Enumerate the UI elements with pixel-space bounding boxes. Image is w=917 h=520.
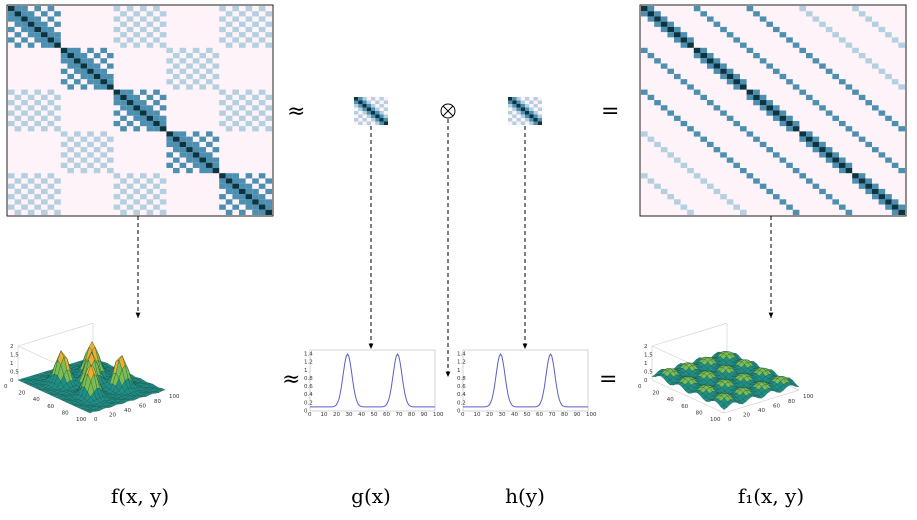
svg-text:1: 1 (10, 361, 14, 367)
svg-text:2: 2 (10, 344, 14, 350)
svg-text:40: 40 (758, 408, 765, 414)
label-f1: f₁(x, y) (738, 484, 804, 508)
svg-text:0: 0 (644, 378, 648, 384)
svg-text:10: 10 (474, 412, 481, 418)
approx-symbol-bottom: ≈ (282, 367, 300, 392)
svg-text:100: 100 (76, 417, 87, 423)
svg-text:60: 60 (383, 412, 390, 418)
svg-text:0: 0 (728, 417, 732, 423)
equals-symbol-bottom: = (599, 367, 617, 392)
svg-text:20: 20 (109, 412, 116, 418)
svg-text:0.2: 0.2 (457, 400, 466, 406)
svg-text:0: 0 (308, 412, 312, 418)
matrix-f1 (639, 4, 907, 217)
svg-text:100: 100 (586, 412, 597, 418)
svg-text:0: 0 (4, 384, 8, 390)
svg-text:30: 30 (346, 412, 353, 418)
dashed-arrows (135, 119, 774, 377)
svg-text:80: 80 (696, 410, 703, 416)
svg-text:100: 100 (433, 412, 444, 418)
svg-text:60: 60 (536, 412, 543, 418)
profile-plot-h: 0 0.2 0.4 0.6 0.8 1 1.2 1.4 0 10 20 30 40 50 60 70 80 90 1… (457, 349, 597, 418)
svg-text:0: 0 (638, 384, 642, 390)
svg-text:0: 0 (94, 417, 98, 423)
svg-text:100: 100 (803, 394, 814, 400)
svg-text:1.5: 1.5 (10, 353, 19, 359)
svg-text:2: 2 (644, 344, 648, 350)
profile-plot-g: 0 0.2 0.4 0.6 0.8 1 1.2 1.4 0 10 20 30 40 50 60 70 80 90 1… (304, 349, 444, 418)
svg-text:60: 60 (47, 404, 54, 410)
svg-text:90: 90 (421, 412, 428, 418)
svg-text:0: 0 (457, 409, 461, 415)
svg-text:80: 80 (62, 410, 69, 416)
svg-text:70: 70 (549, 412, 556, 418)
svg-text:20: 20 (486, 412, 493, 418)
svg-text:90: 90 (574, 412, 581, 418)
svg-text:0.4: 0.4 (304, 392, 313, 398)
svg-text:70: 70 (396, 412, 403, 418)
svg-text:0.5: 0.5 (644, 370, 653, 376)
svg-text:80: 80 (408, 412, 415, 418)
svg-text:10: 10 (321, 412, 328, 418)
svg-text:40: 40 (667, 397, 674, 403)
svg-text:50: 50 (524, 412, 531, 418)
svg-text:80: 80 (561, 412, 568, 418)
label-f: f(x, y) (111, 484, 169, 508)
svg-text:50: 50 (371, 412, 378, 418)
svg-text:1.5: 1.5 (644, 353, 653, 359)
svg-text:1.2: 1.2 (304, 360, 313, 366)
matrix-f (6, 4, 274, 217)
svg-text:1: 1 (457, 368, 461, 374)
svg-text:20: 20 (743, 412, 750, 418)
equals-symbol-top: = (601, 99, 619, 124)
svg-text:30: 30 (499, 412, 506, 418)
svg-text:100: 100 (710, 417, 721, 423)
svg-text:60: 60 (139, 403, 146, 409)
svg-text:40: 40 (358, 412, 365, 418)
svg-text:1.2: 1.2 (457, 360, 466, 366)
svg-text:60: 60 (773, 403, 780, 409)
svg-text:0.5: 0.5 (10, 370, 19, 376)
svg-text:100: 100 (169, 394, 180, 400)
svg-text:0.2: 0.2 (304, 400, 313, 406)
svg-text:0: 0 (461, 412, 465, 418)
svg-text:80: 80 (154, 399, 161, 405)
svg-text:1: 1 (644, 361, 648, 367)
svg-text:60: 60 (681, 404, 688, 410)
matrix-g (354, 97, 388, 125)
matrix-h (508, 97, 542, 125)
svg-text:1.4: 1.4 (304, 352, 313, 358)
label-g: g(x) (351, 484, 391, 508)
svg-text:0.8: 0.8 (304, 376, 313, 382)
svg-text:1: 1 (304, 368, 308, 374)
svg-text:0.6: 0.6 (304, 384, 313, 390)
svg-text:0: 0 (10, 378, 14, 384)
approx-symbol-top: ≈ (287, 99, 305, 124)
svg-text:0: 0 (304, 409, 308, 415)
svg-text:0.6: 0.6 (457, 384, 466, 390)
svg-text:0.8: 0.8 (457, 376, 466, 382)
svg-text:40: 40 (124, 408, 131, 414)
circle-times-icon (440, 103, 456, 119)
svg-text:20: 20 (18, 391, 25, 397)
svg-text:20: 20 (652, 391, 659, 397)
svg-text:40: 40 (33, 397, 40, 403)
svg-text:40: 40 (511, 412, 518, 418)
svg-text:0.4: 0.4 (457, 392, 466, 398)
label-h: h(y) (505, 484, 545, 508)
svg-text:20: 20 (333, 412, 340, 418)
svg-text:80: 80 (788, 399, 795, 405)
svg-text:1.4: 1.4 (457, 352, 466, 358)
